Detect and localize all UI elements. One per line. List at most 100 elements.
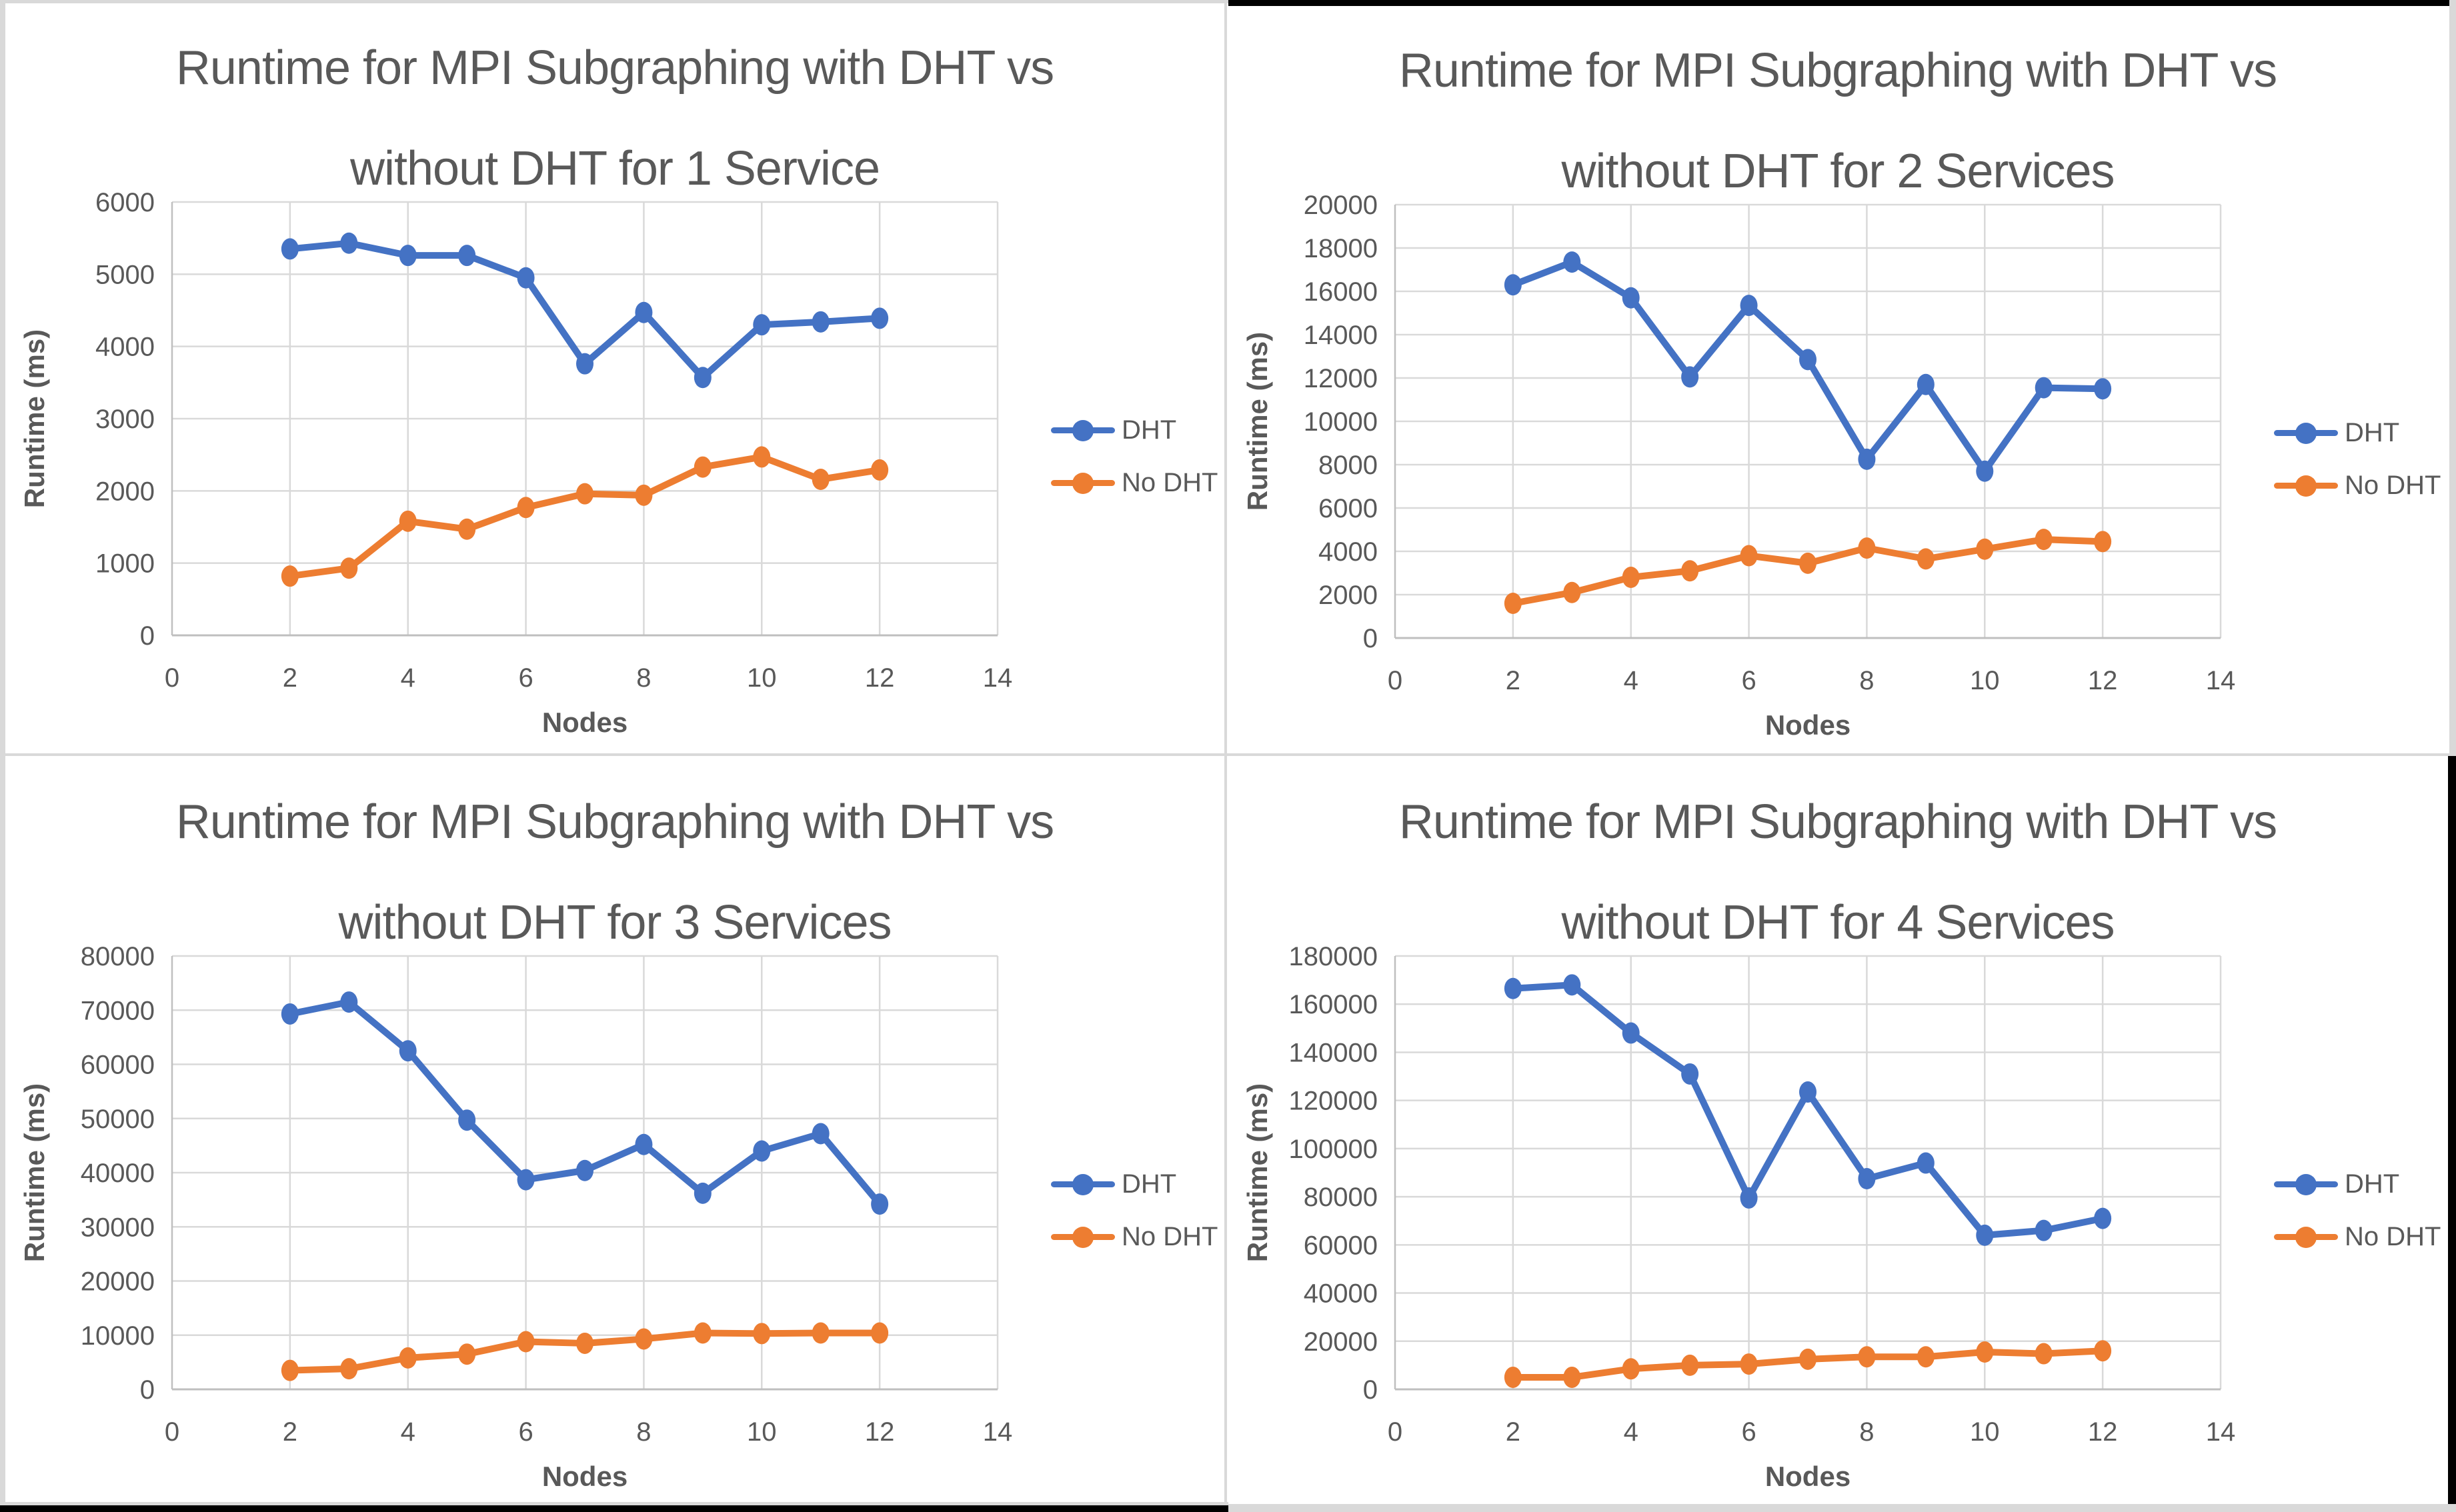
- svg-text:4: 4: [1624, 1417, 1638, 1447]
- chart-panel-3-services: Runtime for MPI Subgraphing with DHT vs …: [5, 757, 1224, 1504]
- frame-edge-right-gray: [2449, 0, 2456, 756]
- svg-text:2000: 2000: [95, 477, 155, 506]
- chart-title: Runtime for MPI Subgraphing with DHT vs …: [175, 41, 1054, 196]
- svg-text:Nodes: Nodes: [1765, 1461, 1851, 1492]
- svg-text:20000: 20000: [81, 1267, 155, 1297]
- svg-text:60000: 60000: [1304, 1231, 1378, 1260]
- svg-text:20000: 20000: [1304, 191, 1378, 220]
- chart-legend: DHT No DHT: [2274, 418, 2441, 501]
- svg-text:2000: 2000: [1318, 581, 1378, 610]
- frame-edge-right-black: [2448, 756, 2456, 1512]
- svg-text:14: 14: [983, 1417, 1013, 1447]
- svg-text:16000: 16000: [1304, 277, 1378, 307]
- legend-item-no-dht: No DHT: [1051, 468, 1218, 498]
- frame-edge-left: [0, 0, 5, 1512]
- svg-text:10: 10: [747, 663, 777, 693]
- svg-text:Runtime (ms): Runtime (ms): [19, 1083, 50, 1262]
- no-dht-series-marker-icon: [2274, 1226, 2338, 1249]
- dht-series-marker-icon: [2274, 1173, 2338, 1196]
- svg-text:0: 0: [1388, 666, 1402, 695]
- svg-text:Nodes: Nodes: [1765, 709, 1851, 741]
- svg-text:4000: 4000: [1318, 537, 1378, 567]
- legend-label: DHT: [1122, 1169, 1177, 1199]
- svg-text:4: 4: [401, 1417, 415, 1447]
- svg-text:Nodes: Nodes: [542, 707, 628, 738]
- legend-item-no-dht: No DHT: [2274, 1222, 2441, 1252]
- no-dht-series-marker-icon: [2274, 475, 2338, 497]
- svg-text:2: 2: [1506, 1417, 1520, 1447]
- chart-panel-2-services: Runtime for MPI Subgraphing with DHT vs …: [1228, 6, 2447, 753]
- svg-text:14: 14: [983, 663, 1013, 693]
- svg-text:14000: 14000: [1304, 321, 1378, 350]
- svg-text:5000: 5000: [95, 260, 155, 289]
- panel-divider-vertical: [1224, 0, 1227, 1512]
- legend-label: No DHT: [2345, 1222, 2441, 1251]
- svg-text:12: 12: [2088, 666, 2118, 695]
- svg-text:8: 8: [636, 1417, 651, 1447]
- svg-text:3000: 3000: [95, 405, 155, 434]
- legend-item-no-dht: No DHT: [1051, 1222, 1218, 1252]
- svg-text:140000: 140000: [1289, 1038, 1378, 1067]
- svg-text:100000: 100000: [1289, 1135, 1378, 1164]
- legend-label: DHT: [2345, 1169, 2400, 1199]
- chart-title: Runtime for MPI Subgraphing with DHT vs …: [1398, 44, 2277, 199]
- frame-edge-bottom-black: [0, 1505, 1228, 1512]
- svg-text:0: 0: [1363, 1375, 1378, 1405]
- svg-text:12: 12: [865, 663, 895, 693]
- legend-label: No DHT: [1122, 1222, 1218, 1251]
- svg-text:0: 0: [140, 621, 155, 651]
- svg-text:6: 6: [1741, 1417, 1756, 1447]
- legend-item-no-dht: No DHT: [2274, 471, 2441, 501]
- frame-edge-top-black: [1228, 0, 2456, 6]
- svg-text:0: 0: [1388, 1417, 1402, 1447]
- legend-label: DHT: [1122, 415, 1177, 445]
- line-chart-4-services: 0 2 4 6 8 10 12 14 0 20000 40000 60000 80000 100000 12…: [1242, 942, 2236, 1492]
- legend-item-dht: DHT: [2274, 418, 2441, 448]
- svg-text:10000: 10000: [1304, 407, 1378, 437]
- svg-text:180000: 180000: [1289, 942, 1378, 971]
- svg-text:Runtime (ms): Runtime (ms): [19, 329, 50, 508]
- svg-text:40000: 40000: [1304, 1279, 1378, 1309]
- svg-text:70000: 70000: [81, 996, 155, 1025]
- dht-series-marker-icon: [2274, 422, 2338, 445]
- svg-text:Runtime (ms): Runtime (ms): [1242, 1083, 1273, 1262]
- svg-text:40000: 40000: [81, 1159, 155, 1188]
- svg-text:8: 8: [1859, 1417, 1874, 1447]
- svg-text:6: 6: [1741, 666, 1756, 695]
- svg-text:20000: 20000: [1304, 1327, 1378, 1357]
- svg-text:2: 2: [283, 1417, 297, 1447]
- chart-legend: DHT No DHT: [1051, 415, 1218, 498]
- dht-series-marker-icon: [1051, 419, 1115, 442]
- svg-text:12: 12: [2088, 1417, 2118, 1447]
- svg-text:2: 2: [1506, 666, 1520, 695]
- svg-text:80000: 80000: [81, 942, 155, 971]
- svg-text:10: 10: [747, 1417, 777, 1447]
- svg-text:10000: 10000: [81, 1321, 155, 1351]
- legend-label: DHT: [2345, 418, 2400, 447]
- chart-panel-4-services: Runtime for MPI Subgraphing with DHT vs …: [1228, 757, 2447, 1504]
- svg-text:4000: 4000: [95, 333, 155, 362]
- svg-text:10: 10: [1970, 1417, 2000, 1447]
- svg-text:8000: 8000: [1318, 451, 1378, 480]
- svg-text:18000: 18000: [1304, 234, 1378, 263]
- chart-title: Runtime for MPI Subgraphing with DHT vs …: [175, 795, 1054, 950]
- frame-edge-bottom-gray-right: [1228, 1504, 2456, 1512]
- svg-text:8: 8: [636, 663, 651, 693]
- svg-text:12000: 12000: [1304, 364, 1378, 393]
- panel-divider-horizontal: [0, 753, 2456, 756]
- chart-legend: DHT No DHT: [2274, 1169, 2441, 1252]
- chart-panel-1-service: Runtime for MPI Subgraphing with DHT vs …: [5, 3, 1224, 750]
- svg-text:60000: 60000: [81, 1051, 155, 1080]
- legend-label: No DHT: [2345, 471, 2441, 500]
- no-dht-series-marker-icon: [1051, 472, 1115, 495]
- frame-edge-bottom-gray-left: [0, 1502, 1228, 1505]
- svg-text:4: 4: [401, 663, 415, 693]
- chart-legend: DHT No DHT: [1051, 1169, 1218, 1252]
- svg-text:Runtime (ms): Runtime (ms): [1242, 332, 1273, 511]
- svg-text:14: 14: [2206, 1417, 2236, 1447]
- svg-text:30000: 30000: [81, 1213, 155, 1242]
- dht-series-marker-icon: [1051, 1173, 1115, 1196]
- legend-item-dht: DHT: [1051, 1169, 1218, 1199]
- svg-text:0: 0: [165, 1417, 179, 1447]
